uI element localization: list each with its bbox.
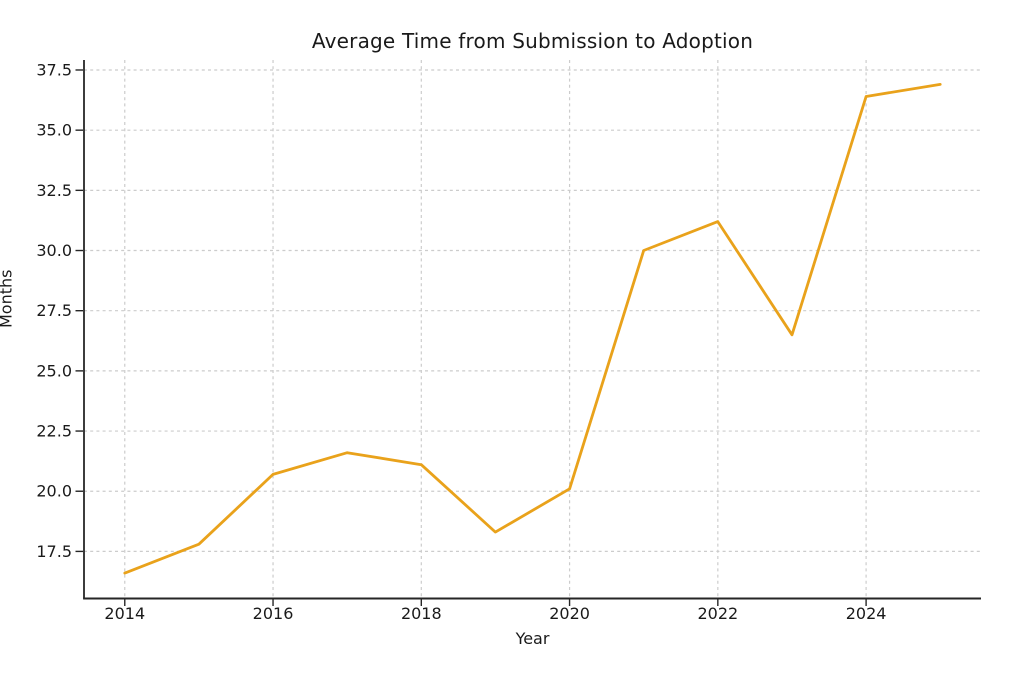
x-tick-label: 2022 (697, 604, 738, 623)
y-tick-label: 25.0 (36, 361, 72, 380)
y-tick-label: 37.5 (36, 60, 72, 79)
x-tick-label: 2016 (253, 604, 294, 623)
y-tick-label: 20.0 (36, 482, 72, 501)
y-tick-label: 17.5 (36, 542, 72, 561)
y-tick-label: 30.0 (36, 241, 72, 260)
x-tick-label: 2018 (401, 604, 442, 623)
chart-title: Average Time from Submission to Adoption (311, 29, 754, 53)
y-tick-label: 32.5 (36, 181, 72, 200)
y-tick-label: 35.0 (36, 121, 72, 140)
x-tick-label: 2024 (846, 604, 887, 623)
y-tick-label: 22.5 (36, 422, 72, 441)
x-tick-label: 2020 (549, 604, 590, 623)
x-tick-label: 2014 (104, 604, 145, 623)
data-line (123, 83, 942, 575)
y-tick-label: 27.5 (36, 301, 72, 320)
x-axis-label: Year (515, 629, 550, 648)
